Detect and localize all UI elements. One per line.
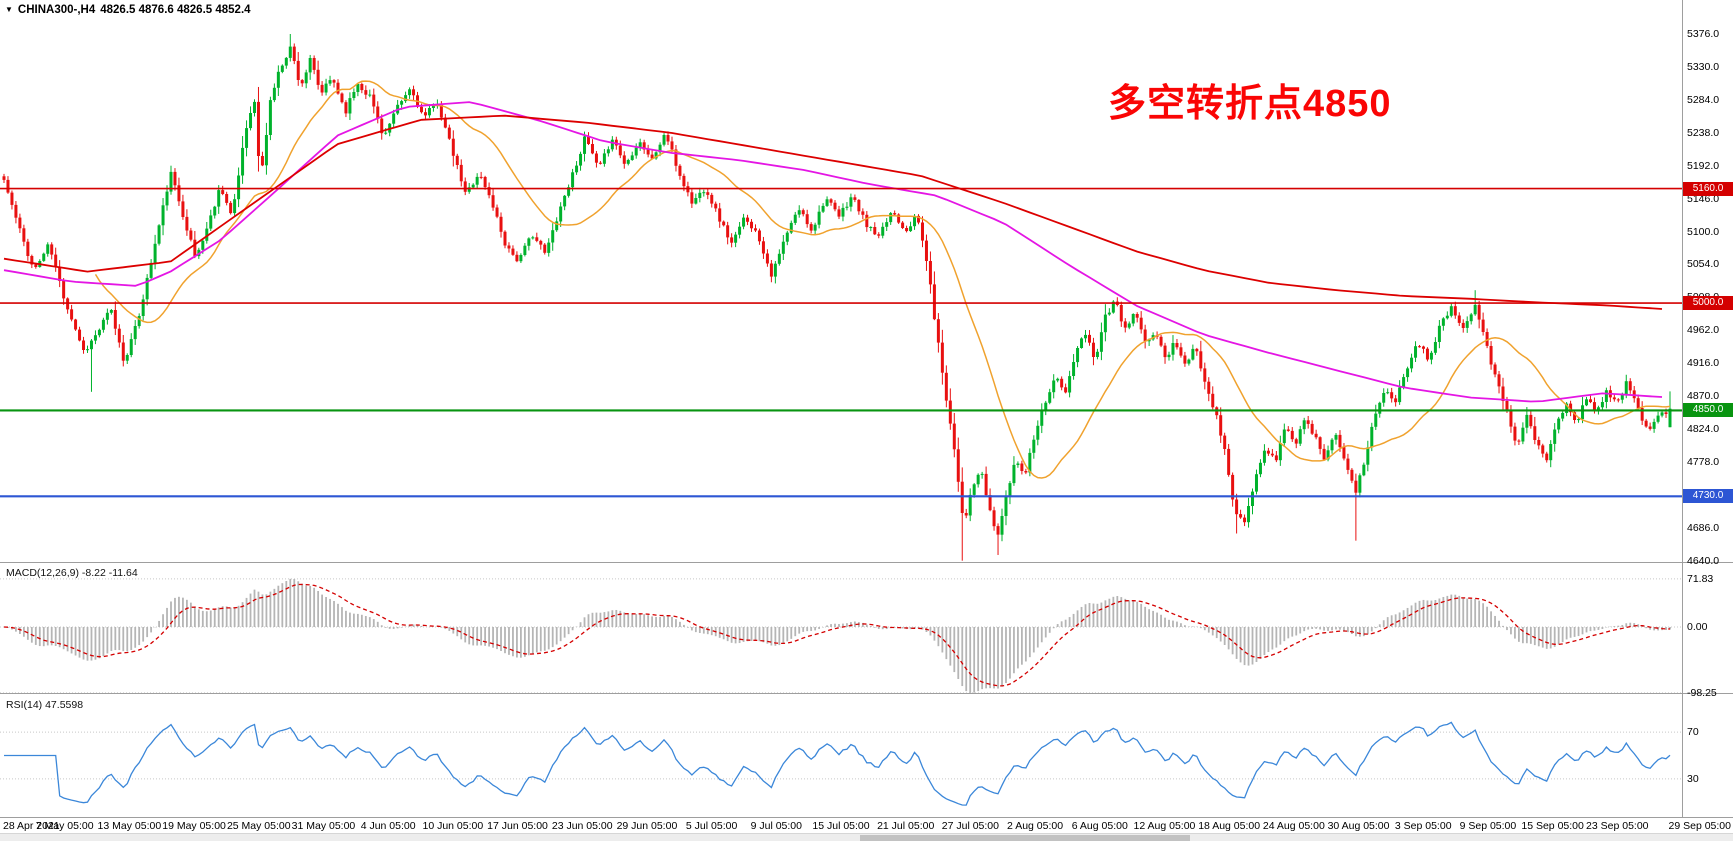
- date-label: 9 Jul 05:00: [750, 820, 802, 832]
- price-axis-label: 5376.0: [1687, 28, 1720, 40]
- date-label: 30 Aug 05:00: [1327, 820, 1390, 832]
- date-label: 18 Aug 05:00: [1198, 820, 1261, 832]
- price-tag-4850.0: 4850.0: [1683, 403, 1733, 418]
- price-axis-label: 4686.0: [1687, 521, 1720, 534]
- price-tag-4730.0: 4730.0: [1683, 489, 1733, 504]
- collapse-triangle-icon[interactable]: ▼: [5, 5, 13, 14]
- macd-axis-label: 71.83: [1687, 572, 1714, 585]
- date-label: 29 Jun 05:00: [616, 820, 678, 832]
- macd-axis-label: -98.25: [1687, 686, 1717, 699]
- price-tag-5160.0: 5160.0: [1683, 181, 1733, 196]
- ma-mid-magenta-line: [3, 101, 1663, 403]
- ma-fast-orange-line: [94, 80, 1671, 479]
- price-axis-label: 4824.0: [1687, 423, 1720, 436]
- price-axis-label: 5284.0: [1687, 93, 1720, 106]
- symbol-header: ▼ CHINA300-,H4 4826.5 4876.6 4826.5 4852…: [5, 4, 251, 16]
- price-axis-label: 5238.0: [1687, 126, 1720, 139]
- price-axis-label: 4778.0: [1687, 455, 1720, 468]
- macd-indicator-label: MACD(12,26,9) -8.22 -11.64: [6, 567, 138, 579]
- date-label: 21 Jul 05:00: [877, 820, 935, 832]
- date-label: 23 Sep 05:00: [1586, 820, 1649, 832]
- date-label: 9 Sep 05:00: [1459, 820, 1517, 832]
- price-axis-label: 4640.0: [1687, 554, 1720, 567]
- date-label: 4 Jun 05:00: [360, 820, 416, 832]
- price-axis-label: 4916.0: [1687, 357, 1720, 370]
- date-label: 15 Sep 05:00: [1521, 820, 1584, 832]
- price-axis-label: 5192.0: [1687, 159, 1720, 172]
- price-axis-label: 5146.0: [1687, 192, 1720, 205]
- date-label: 7 May 05:00: [35, 820, 94, 832]
- date-label: 15 Jul 05:00: [812, 820, 870, 832]
- date-label: 10 Jun 05:00: [422, 820, 484, 832]
- date-label: 6 Aug 05:00: [1071, 820, 1128, 832]
- chart-annotation-text[interactable]: 多空转折点4850: [1108, 83, 1392, 125]
- date-label: 31 May 05:00: [291, 820, 356, 832]
- date-label: 5 Jul 05:00: [685, 820, 738, 832]
- date-label: 13 May 05:00: [97, 820, 162, 832]
- scrollbar-thumb[interactable]: [860, 835, 1190, 841]
- rsi-axis-label: 30: [1687, 772, 1699, 785]
- date-label: 24 Aug 05:00: [1262, 820, 1325, 832]
- horizontal-scrollbar[interactable]: [0, 833, 1733, 841]
- rsi-line: [4, 721, 1671, 806]
- date-label: 2 Aug 05:00: [1007, 820, 1064, 832]
- rsi-indicator-label: RSI(14) 47.5598: [6, 699, 84, 711]
- macd-axis-label: 0.00: [1687, 621, 1708, 633]
- date-label: 23 Jun 05:00: [551, 820, 613, 832]
- date-label: 3 Sep 05:00: [1394, 820, 1452, 832]
- date-label: 27 Jul 05:00: [941, 820, 999, 832]
- ohlc-values: 4826.5 4876.6 4826.5 4852.4: [100, 4, 251, 16]
- symbol-title: CHINA300-,H4: [17, 4, 96, 16]
- date-label: 17 Jun 05:00: [487, 820, 548, 832]
- price-axis-label: 4962.0: [1687, 324, 1720, 337]
- candles-series[interactable]: [2, 34, 1672, 561]
- macd-signal-line: [3, 583, 1671, 687]
- date-label: 12 Aug 05:00: [1133, 820, 1196, 832]
- price-axis-label: 5054.0: [1687, 258, 1720, 271]
- price-tag-5000.0: 5000.0: [1683, 296, 1733, 311]
- date-label: 28 Apr 2021: [3, 820, 60, 832]
- rsi-axis-label: 70: [1687, 726, 1699, 739]
- date-label: 19 May 05:00: [162, 820, 226, 832]
- date-label: 29 Sep 05:00: [1668, 820, 1731, 832]
- price-axis-label: 5330.0: [1687, 60, 1720, 73]
- price-axis-label: 4870.0: [1687, 390, 1720, 403]
- date-label: 25 May 05:00: [226, 820, 291, 832]
- ma-slow-red-line: [3, 114, 1663, 310]
- macd-histogram: [7, 578, 1671, 693]
- price-axis-label: 5100.0: [1687, 225, 1720, 238]
